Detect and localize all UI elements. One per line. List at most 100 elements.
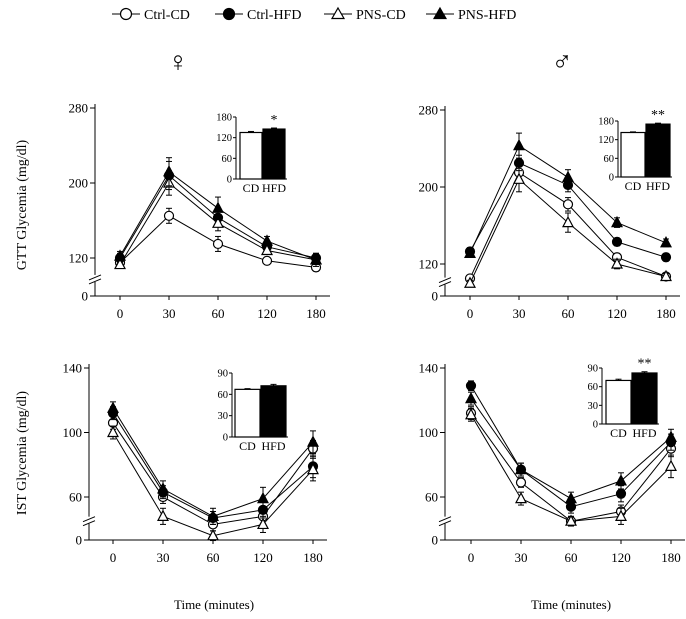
legend-label: PNS-CD [356, 8, 406, 23]
legend-label: Ctrl-HFD [247, 8, 301, 23]
marker-triangle-filled [464, 246, 476, 259]
marker-triangle-open [107, 425, 119, 438]
inset-x-tick-label: HFD [262, 181, 286, 195]
marker-triangle-open [212, 216, 224, 228]
x-tick-label: 120 [257, 306, 277, 321]
x-tick-label: 180 [306, 306, 326, 321]
x-tick-label: 60 [212, 306, 225, 321]
circle-filled-icon [222, 7, 236, 21]
x-tick-label: 60 [565, 550, 578, 565]
marker-triangle-filled [310, 253, 322, 265]
legend-label: Ctrl-CD [144, 8, 190, 23]
marker-circle-open [212, 238, 224, 250]
marker-triangle-filled [515, 462, 527, 475]
inset-y-tick-label: 120 [216, 133, 232, 144]
y-tick-label: 200 [419, 180, 439, 195]
marker-triangle-filled [163, 164, 175, 177]
female-symbol: ♀ [168, 47, 189, 78]
marker-triangle-filled [212, 201, 224, 213]
marker-triangle-open [515, 491, 527, 504]
marker-circle-filled [611, 236, 623, 247]
inset-bar-hfd [631, 372, 658, 425]
x-tick-label: 0 [468, 550, 475, 565]
marker-triangle-filled [207, 509, 219, 521]
triangle-filled-icon [432, 6, 448, 20]
inset-x-tick-label: CD [625, 179, 642, 193]
x-tick-label: 120 [607, 306, 627, 321]
marker-circle-open [562, 199, 574, 210]
inset-x-tick-label: CD [243, 181, 260, 195]
axis-break-mark [438, 281, 452, 288]
inset-y-tick-label: 0 [609, 173, 614, 184]
inset-y-tick-label: 60 [604, 154, 615, 165]
ist-y-axis-label: IST Glycemia (mg/dl) [15, 391, 30, 515]
legend-item-pns-cd: PNS-CD [324, 6, 406, 23]
legend: Ctrl-CD Ctrl-HFD PNS-CD PNS-HFD [112, 6, 516, 23]
series-pns-hfd [464, 132, 672, 259]
y-tick-label: 60 [69, 490, 82, 505]
axis-break-gap [439, 277, 451, 285]
chart-gtt-female: 0 120 200 280 0 30 60 120 180 0 60 120 180 CD HFD * [69, 101, 330, 321]
marker-triangle-filled [261, 234, 273, 246]
y-tick-label: 120 [69, 251, 89, 266]
x-tick-label: 180 [303, 550, 323, 565]
y-tick-label: 0 [432, 533, 439, 548]
triangle-open-icon [330, 6, 346, 20]
chart-ist-male: 0 60 100 140 0 30 60 120 180 0 30 60 90 CD HFD ** [419, 357, 685, 565]
y-tick-label: 200 [69, 176, 89, 191]
marker-triangle-filled [565, 491, 577, 504]
x-axis-label-left: Time (minutes) [174, 597, 254, 612]
marker-circle-open [163, 210, 175, 221]
inset-bar-chart: 0 30 60 90 CD HFD ** [588, 357, 659, 440]
marker-triangle-open [611, 257, 623, 269]
inset-y-tick-label: 0 [227, 175, 232, 186]
inset-bar-cd [234, 388, 261, 438]
series-pns-cd [107, 425, 319, 542]
marker-triangle-open [157, 509, 169, 521]
inset-bar-hfd [262, 128, 286, 180]
marker-triangle-open [565, 514, 577, 526]
y-tick-label: 0 [76, 533, 83, 548]
y-tick-label: 0 [82, 289, 89, 304]
axis-break-gap [439, 516, 451, 524]
inset-y-tick-label: 30 [218, 411, 229, 422]
marker-triangle-open [114, 257, 126, 270]
axis-break-mark [82, 516, 96, 523]
marker-circle-filled [615, 488, 627, 499]
inset-y-tick-label: 90 [218, 369, 229, 380]
marker-triangle-filled [615, 474, 627, 486]
series-pns-cd [464, 166, 672, 288]
inset-y-tick-label: 60 [222, 154, 233, 165]
inset-y-tick-label: 180 [598, 117, 614, 128]
x-tick-label: 60 [207, 550, 220, 565]
x-tick-label: 0 [110, 550, 117, 565]
series-pns-hfd [107, 401, 319, 525]
x-tick-label: 0 [117, 306, 124, 321]
y-tick-label: 60 [425, 490, 438, 505]
marker-triangle-open [307, 462, 319, 475]
inset-bar-chart: 0 30 60 90 CD HFD [218, 369, 288, 453]
marker-circle-filled [660, 252, 672, 263]
inset-y-tick-label: 180 [216, 113, 232, 124]
inset-x-tick-label: HFD [646, 179, 670, 193]
marker-triangle-filled [307, 435, 319, 447]
inset-y-tick-label: 0 [223, 433, 228, 444]
marker-triangle-filled [465, 391, 477, 404]
y-tick-label: 280 [69, 101, 89, 116]
inset-bar-cd [239, 131, 263, 180]
series-ctrl-hfd [465, 380, 677, 514]
y-tick-label: 140 [63, 361, 83, 376]
series-pns-cd [465, 407, 677, 527]
inset-bar-cd [620, 131, 646, 178]
marker-triangle-open [261, 243, 273, 256]
marker-triangle-filled [660, 236, 672, 248]
axis-break-mark [438, 516, 452, 523]
marker-triangle-open [464, 276, 476, 288]
axis-break-gap [89, 274, 101, 282]
marker-triangle-open [513, 172, 525, 184]
inset-x-tick-label: HFD [261, 439, 285, 453]
y-tick-label: 280 [419, 103, 439, 118]
series-pns-hfd [465, 391, 677, 506]
x-tick-label: 30 [163, 306, 176, 321]
marker-circle-open [515, 477, 527, 488]
